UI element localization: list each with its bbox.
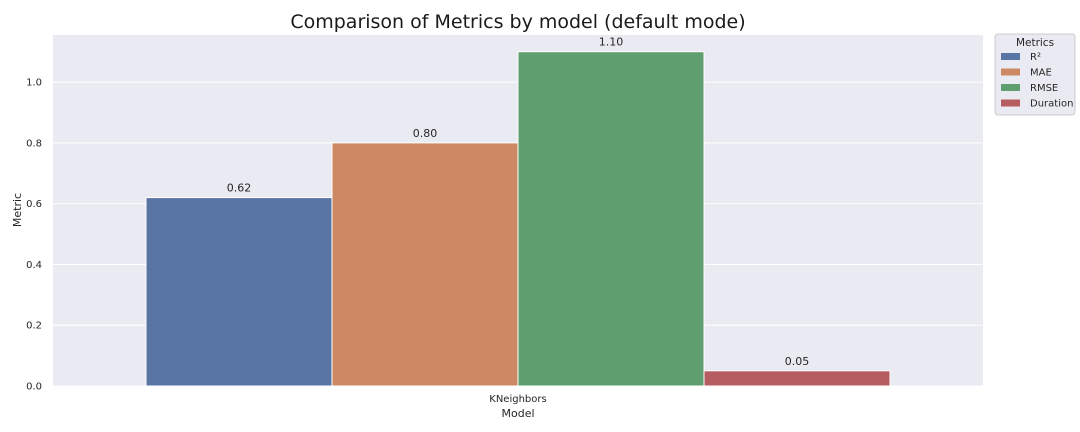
- legend-label: R²: [1030, 52, 1041, 63]
- bar-data-label: 1.10: [599, 36, 624, 49]
- y-axis-ticks: 0.0 0.2 0.4 0.6 0.8 1.0: [26, 78, 42, 393]
- bars: [145, 51, 891, 387]
- legend-swatch: [1001, 68, 1020, 76]
- y-tick-label: 0.6: [26, 199, 42, 210]
- bar-data-label: 0.80: [413, 127, 438, 140]
- bar-data-labels: 0.62 0.80 1.10 0.05: [227, 36, 810, 368]
- y-tick-label: 1.0: [26, 78, 42, 89]
- legend-label: RMSE: [1030, 83, 1058, 94]
- y-tick-label: 0.8: [26, 138, 42, 149]
- legend: Metrics R² MAE RMSE Duration: [994, 33, 1076, 116]
- y-tick-label: 0.2: [26, 321, 42, 332]
- legend-swatch: [1001, 53, 1020, 60]
- y-axis-label: Metric: [11, 193, 24, 227]
- y-tick-label: 0.0: [26, 382, 42, 393]
- bar-rmse: [517, 51, 705, 387]
- legend-swatch: [1001, 99, 1020, 107]
- bar-r-: [145, 197, 333, 387]
- legend-label: MAE: [1030, 68, 1052, 79]
- chart-title: Comparison of Metrics by model (default …: [290, 11, 745, 33]
- x-axis-ticks: KNeighbors: [489, 394, 546, 405]
- y-tick-label: 0.4: [26, 260, 42, 271]
- bar-duration: [703, 370, 891, 387]
- x-tick-label: KNeighbors: [489, 394, 546, 405]
- bar-mae: [331, 142, 519, 387]
- legend-items: R² MAE RMSE Duration: [1001, 52, 1073, 110]
- legend-swatch: [1001, 84, 1020, 91]
- legend-label: Duration: [1030, 99, 1073, 110]
- bar-data-label: 0.62: [227, 182, 252, 195]
- x-axis-label: Model: [501, 407, 534, 420]
- legend-title: Metrics: [1016, 37, 1054, 49]
- bar-data-label: 0.05: [785, 355, 810, 368]
